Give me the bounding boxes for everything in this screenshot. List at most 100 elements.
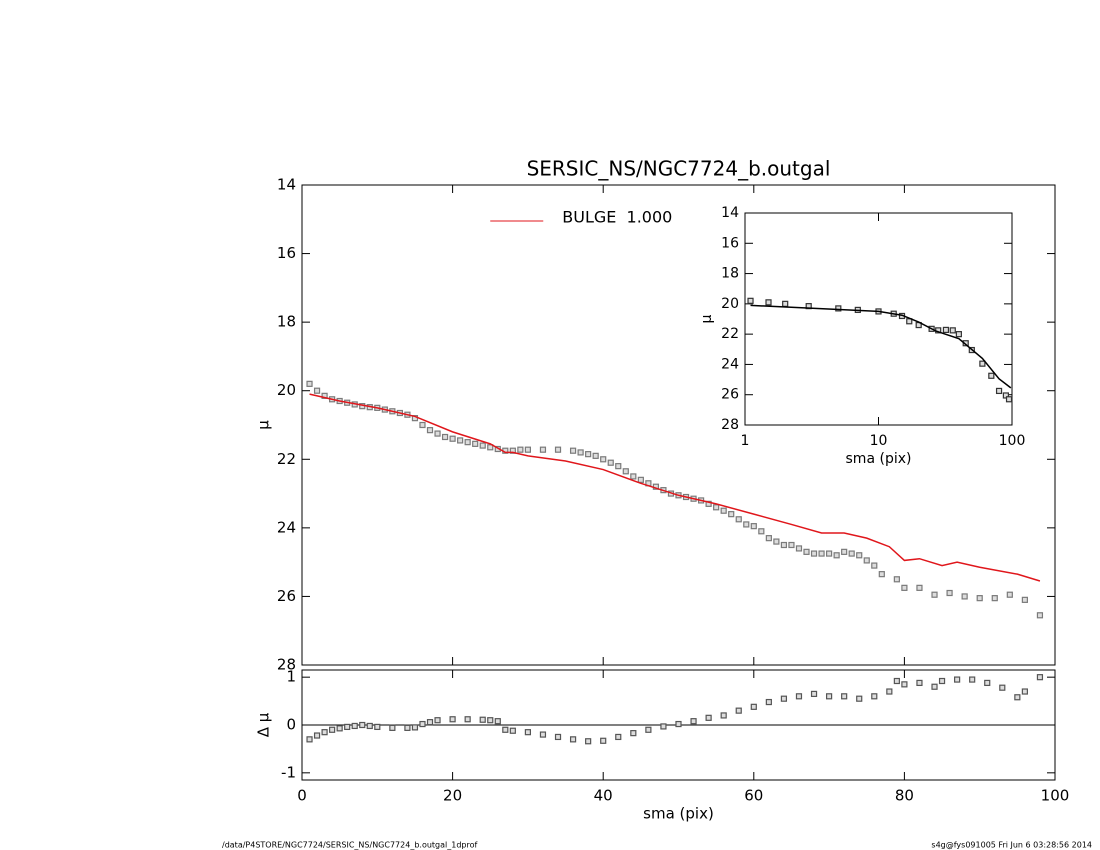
data-point — [747, 297, 754, 304]
data-point — [979, 360, 986, 367]
y-tick-label: 24 — [721, 356, 739, 372]
data-point — [901, 584, 908, 591]
data-point — [765, 299, 772, 306]
data-point — [577, 449, 584, 456]
data-point — [810, 690, 818, 698]
data-point — [991, 595, 998, 602]
data-point — [735, 707, 742, 714]
y-tick-label: 16 — [721, 235, 739, 251]
data-point — [705, 500, 712, 507]
x-tick-label: 1 — [741, 433, 750, 449]
data-point — [615, 733, 622, 741]
data-point — [637, 476, 644, 483]
data-point — [848, 550, 855, 557]
data-point — [833, 552, 840, 559]
data-point — [976, 595, 983, 602]
data-point — [539, 446, 547, 453]
data-point — [419, 720, 426, 728]
data-point — [487, 444, 494, 451]
data-point — [479, 716, 486, 723]
data-point — [984, 679, 991, 687]
data-point — [835, 305, 842, 312]
data-point — [841, 548, 848, 555]
data-point — [592, 452, 599, 459]
data-point — [569, 736, 577, 743]
data-point — [863, 557, 870, 564]
data-point — [321, 392, 328, 399]
chart-title: SERSIC_NS/NGC7724_b.outgal — [527, 157, 831, 181]
data-point — [313, 387, 321, 394]
y-axis-label: Δ μ — [255, 712, 273, 737]
data-point — [946, 589, 953, 597]
data-point — [893, 576, 900, 583]
data-point — [607, 459, 614, 466]
legend-label: BULGE 1.000 — [562, 208, 672, 227]
data-point — [999, 684, 1006, 691]
x-tick-label: 60 — [744, 787, 763, 805]
data-point — [600, 737, 607, 744]
data-point — [554, 733, 562, 741]
data-point — [750, 523, 757, 530]
y-axis-label: μ — [699, 314, 715, 323]
data-point — [758, 528, 765, 535]
y-tick-label: 28 — [277, 656, 296, 674]
data-point — [344, 723, 351, 731]
data-point — [969, 676, 976, 683]
y-tick-label: 16 — [277, 244, 296, 262]
data-point — [441, 433, 449, 441]
data-point — [1006, 591, 1013, 598]
data-point — [569, 447, 577, 454]
data-point — [434, 717, 441, 724]
y-tick-label: 14 — [721, 205, 739, 221]
data-point — [871, 562, 878, 569]
data-point — [351, 722, 358, 730]
data-point — [479, 442, 486, 449]
y-tick-label: 1 — [286, 668, 296, 686]
data-point — [720, 507, 727, 514]
x-tick-label: 0 — [297, 787, 307, 805]
data-point — [487, 717, 494, 724]
data-point — [426, 719, 434, 726]
model-line — [309, 393, 1041, 582]
data-point — [735, 516, 742, 523]
data-point — [841, 693, 848, 700]
y-tick-label: 28 — [721, 417, 739, 433]
x-tick-label: 100 — [1041, 787, 1070, 805]
data-point — [886, 688, 893, 695]
y-tick-label: 22 — [721, 326, 739, 342]
y-tick-label: 20 — [721, 296, 739, 312]
data-point — [675, 720, 682, 728]
data-point — [720, 712, 727, 719]
data-point — [893, 677, 900, 685]
y-tick-label: 24 — [277, 518, 296, 536]
data-point — [931, 683, 938, 690]
data-point — [585, 738, 592, 745]
data-point — [780, 541, 788, 549]
data-point — [313, 732, 321, 739]
data-point — [988, 372, 995, 379]
data-point — [374, 723, 381, 731]
data-point — [750, 703, 757, 710]
data-point — [728, 511, 735, 518]
data-point — [509, 727, 516, 734]
data-point — [411, 724, 419, 731]
data-point — [901, 681, 908, 688]
y-tick-label: 20 — [277, 381, 296, 399]
y-axis-label: μ — [255, 420, 273, 430]
x-axis-label: sma (pix) — [643, 805, 714, 823]
data-point — [916, 584, 923, 591]
data-point — [329, 726, 336, 733]
y-tick-label: 26 — [721, 387, 739, 403]
x-tick-label: 80 — [895, 787, 914, 805]
data-point — [765, 698, 772, 706]
x-axis-label: sma (pix) — [846, 451, 912, 467]
data-point — [660, 723, 667, 730]
data-point — [1036, 674, 1044, 681]
data-point — [878, 571, 885, 578]
data-point — [449, 716, 456, 723]
data-point — [449, 435, 456, 442]
data-point — [788, 541, 795, 549]
data-point — [961, 593, 968, 600]
data-point — [554, 446, 562, 453]
data-point — [938, 677, 946, 685]
